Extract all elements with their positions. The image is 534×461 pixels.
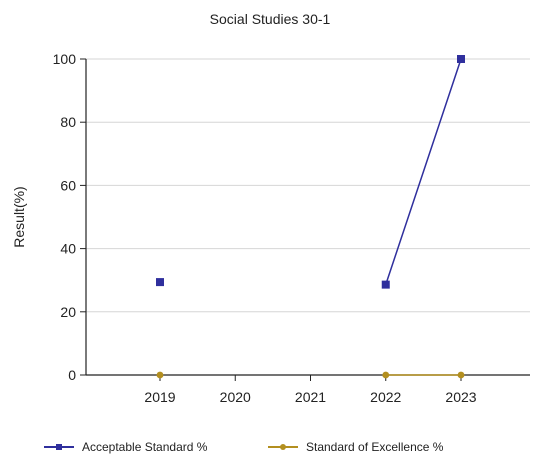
- x-tick-label: 2020: [220, 389, 251, 405]
- data-point-1: [457, 371, 465, 379]
- y-tick-label: 60: [60, 177, 76, 193]
- y-axis-label: Result(%): [11, 186, 27, 247]
- x-tick-label: 2022: [370, 389, 401, 405]
- data-point-0: [381, 280, 390, 289]
- data-point-1: [156, 371, 164, 379]
- y-tick-label: 0: [68, 367, 76, 383]
- data-point-1: [382, 371, 390, 379]
- y-tick-label: 20: [60, 304, 76, 320]
- series-line-0: [385, 58, 462, 285]
- x-tick-label: 2023: [445, 389, 476, 405]
- chart-title: Social Studies 30-1: [210, 11, 331, 27]
- y-tick-label: 40: [60, 241, 76, 257]
- data-point-0: [457, 55, 465, 63]
- y-tick-label: 100: [53, 51, 77, 67]
- data-point-0: [156, 278, 164, 287]
- legend-marker-0: [56, 444, 62, 450]
- legend-marker-1: [280, 444, 286, 450]
- x-tick-label: 2019: [144, 389, 175, 405]
- y-tick-label: 80: [60, 114, 76, 130]
- legend-label-0: Acceptable Standard %: [82, 440, 208, 454]
- x-tick-label: 2021: [295, 389, 326, 405]
- legend-label-1: Standard of Excellence %: [306, 440, 444, 454]
